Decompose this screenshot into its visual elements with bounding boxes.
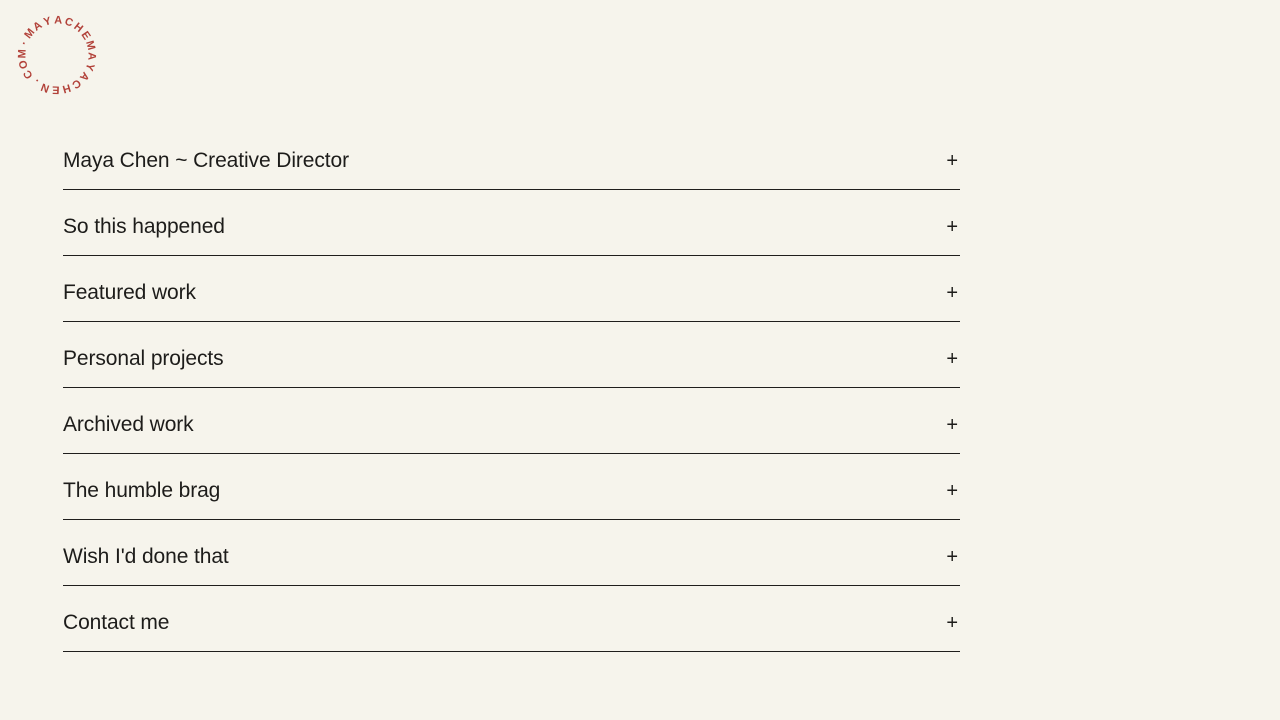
logo-letter: N [39, 80, 51, 94]
circular-logo[interactable]: · M A Y A C H E M A Y A C H E N. C O M [0, 0, 114, 114]
accordion-row-wish-id-done-that[interactable]: Wish I'd done that + [63, 520, 960, 586]
logo-letter: H [61, 81, 72, 95]
accordion-label: Maya Chen ~ Creative Director [63, 149, 349, 172]
accordion-label: Featured work [63, 281, 196, 304]
accordion-row-archived-work[interactable]: Archived work + [63, 388, 960, 454]
logo-letter: · [18, 39, 31, 47]
logo-letter: C [63, 16, 75, 30]
accordion-label: So this happened [63, 215, 225, 238]
accordion-row-featured-work[interactable]: Featured work + [63, 256, 960, 322]
logo-letter: A [85, 52, 97, 60]
logo-letter: M [83, 39, 97, 51]
plus-icon: + [946, 348, 958, 370]
accordion-label: Archived work [63, 413, 194, 436]
logo-letter: O [17, 58, 31, 70]
logo-letter: A [54, 14, 62, 26]
accordion-label: Personal projects [63, 347, 224, 370]
logo-letter: E [52, 83, 60, 95]
accordion-row-maya-chen-creative-director[interactable]: Maya Chen ~ Creative Director + [63, 124, 960, 190]
plus-icon: + [946, 546, 958, 568]
accordion-label: Wish I'd done that [63, 545, 229, 568]
accordion-menu: Maya Chen ~ Creative Director + So this … [63, 124, 960, 652]
logo-letter: M [16, 49, 28, 59]
accordion-row-personal-projects[interactable]: Personal projects + [63, 322, 960, 388]
plus-icon: + [946, 150, 958, 172]
accordion-label: The humble brag [63, 479, 221, 502]
accordion-row-the-humble-brag[interactable]: The humble brag + [63, 454, 960, 520]
plus-icon: + [946, 216, 958, 238]
accordion-row-so-this-happened[interactable]: So this happened + [63, 190, 960, 256]
logo-letter: Y [42, 15, 53, 29]
plus-icon: + [946, 282, 958, 304]
plus-icon: + [946, 414, 958, 436]
accordion-label: Contact me [63, 611, 170, 634]
plus-icon: + [946, 612, 958, 634]
logo-letter: . [31, 77, 41, 88]
plus-icon: + [946, 480, 958, 502]
accordion-row-contact-me[interactable]: Contact me + [63, 586, 960, 652]
logo-letter: Y [82, 61, 96, 73]
